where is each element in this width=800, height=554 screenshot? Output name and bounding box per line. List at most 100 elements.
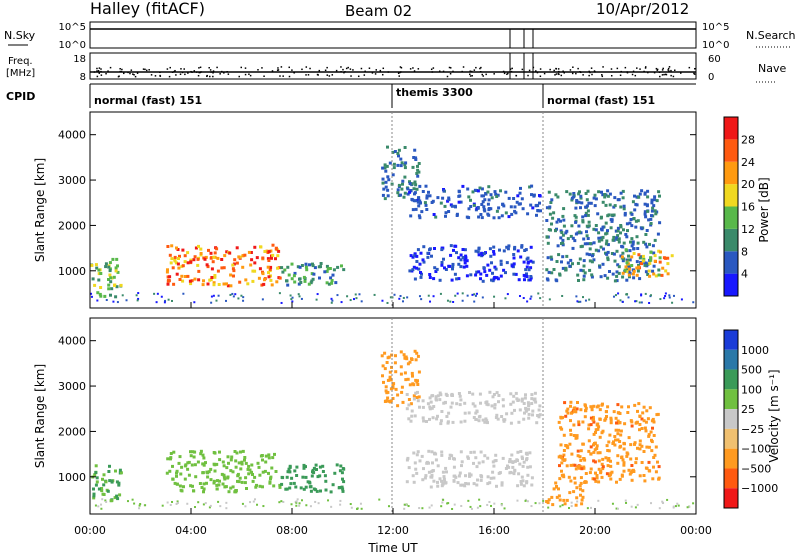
velocity-cell-r6 — [572, 410, 576, 413]
velocity-cell-r4 — [481, 418, 485, 422]
nave-dot — [200, 71, 202, 73]
power-cell-r1 — [277, 249, 281, 253]
power-cell-r6 — [579, 245, 583, 249]
power-cell-r4 — [428, 194, 432, 198]
power-cell-r0 — [108, 269, 112, 273]
velocity-cell-r4 — [442, 401, 446, 405]
velocity-cell-r6 — [598, 435, 602, 439]
velocity-cell-r6 — [640, 444, 644, 448]
nave-dot — [656, 69, 659, 71]
velocity-ground-cell — [534, 502, 537, 505]
nave-dot — [439, 70, 441, 73]
power-ground-cell — [561, 294, 564, 297]
power-cell-r1 — [212, 283, 216, 287]
velocity-cell-r1 — [183, 464, 187, 468]
velocity-cell-r6 — [650, 440, 654, 444]
velocity-cell-r6 — [650, 419, 654, 423]
nave-dot — [206, 75, 208, 78]
power-cell-r0 — [109, 276, 113, 280]
nave-dot — [591, 73, 593, 76]
power-cell-r5 — [430, 254, 433, 258]
power-cell-r4 — [501, 202, 505, 206]
power-cell-r1 — [174, 261, 178, 265]
power-cell-r4 — [471, 190, 475, 194]
velocity-ground-cell — [488, 500, 491, 503]
velocity-colorbar-tick: 500 — [741, 364, 762, 377]
velocity-ground-cell — [658, 507, 661, 510]
power-cell-r1 — [215, 247, 219, 251]
velocity-cell-r2 — [341, 489, 345, 493]
power-cell-r5 — [512, 253, 516, 256]
velocity-cell-r7 — [568, 491, 572, 495]
power-cell-r3 — [386, 175, 390, 179]
power-cell-r6 — [652, 264, 656, 268]
power-ground-cell — [627, 296, 630, 299]
power-cell-r7 — [620, 255, 624, 259]
power-cell-r5 — [495, 276, 499, 280]
velocity-cell-r6 — [613, 443, 617, 447]
velocity-cell-r2 — [280, 475, 284, 479]
xtick-label: 12:00 — [377, 524, 409, 537]
velocity-cell-r5 — [526, 473, 530, 477]
power-cell-r5 — [422, 245, 426, 249]
power-cell-r2 — [312, 272, 316, 276]
nave-dot — [475, 66, 477, 69]
velocity-cell-r4 — [473, 404, 477, 408]
velocity-cell-r6 — [641, 411, 645, 415]
power-cell-r2 — [286, 265, 290, 269]
power-ground-cell — [298, 295, 301, 298]
velocity-cell-r4 — [474, 418, 478, 421]
power-cell-r3 — [415, 187, 419, 191]
nave-dot — [582, 74, 584, 76]
search-tick-top: 10^5 — [702, 22, 729, 33]
power-cell-r3 — [393, 150, 397, 153]
velocity-cell-r1 — [175, 469, 179, 473]
velocity-cell-r5 — [431, 461, 434, 465]
power-cell-r6 — [606, 258, 610, 262]
power-cell-r1 — [210, 267, 214, 271]
nave-dot — [301, 68, 303, 71]
velocity-cell-r4 — [491, 395, 495, 399]
sky-tick-bottom: 10^0 — [59, 40, 86, 51]
power-cell-r5 — [415, 260, 419, 263]
power-cell-r7 — [661, 266, 665, 270]
nave-dot — [279, 75, 281, 77]
velocity-cell-r6 — [604, 417, 608, 421]
velocity-ground-cell — [186, 502, 189, 505]
nave-dot — [280, 66, 283, 68]
velocity-cell-r3 — [405, 357, 409, 361]
power-cell-r4 — [489, 193, 493, 197]
velocity-cell-r6 — [618, 445, 622, 449]
velocity-cell-r5 — [508, 460, 511, 464]
velocity-cell-r4 — [532, 398, 536, 402]
power-cell-r5 — [415, 266, 419, 270]
velocity-cell-r5 — [519, 450, 523, 453]
velocity-cell-r6 — [593, 442, 596, 445]
velocity-ground-cell — [526, 500, 529, 503]
power-cell-r2 — [325, 281, 329, 285]
power-cell-r5 — [516, 249, 520, 253]
velocity-cell-r4 — [514, 391, 518, 395]
velocity-cell-r1 — [233, 450, 237, 453]
velocity-cell-r5 — [519, 482, 523, 486]
velocity-cell-r2 — [342, 480, 346, 484]
power-cell-r1 — [186, 274, 190, 278]
velocity-ground-cell — [597, 499, 600, 502]
velocity-cell-r5 — [521, 457, 524, 460]
velocity-cell-r4 — [485, 419, 489, 423]
power-cell-r2 — [307, 282, 311, 286]
velocity-cell-r1 — [202, 456, 206, 460]
power-cell-r6 — [644, 242, 648, 246]
nave-dot — [97, 70, 100, 72]
nave-dot — [577, 67, 579, 70]
power-cell-r6 — [653, 198, 657, 202]
power-cell-r6 — [610, 213, 614, 217]
power-cell-r3 — [403, 166, 407, 170]
velocity-cell-r1 — [278, 485, 282, 489]
velocity-cell-r6 — [652, 420, 656, 424]
velocity-cell-r1 — [240, 460, 244, 464]
power-cell-r3 — [387, 178, 391, 182]
velocity-cell-r6 — [578, 466, 582, 470]
velocity-cell-r1 — [171, 464, 174, 468]
velocity-cell-r6 — [649, 430, 653, 434]
